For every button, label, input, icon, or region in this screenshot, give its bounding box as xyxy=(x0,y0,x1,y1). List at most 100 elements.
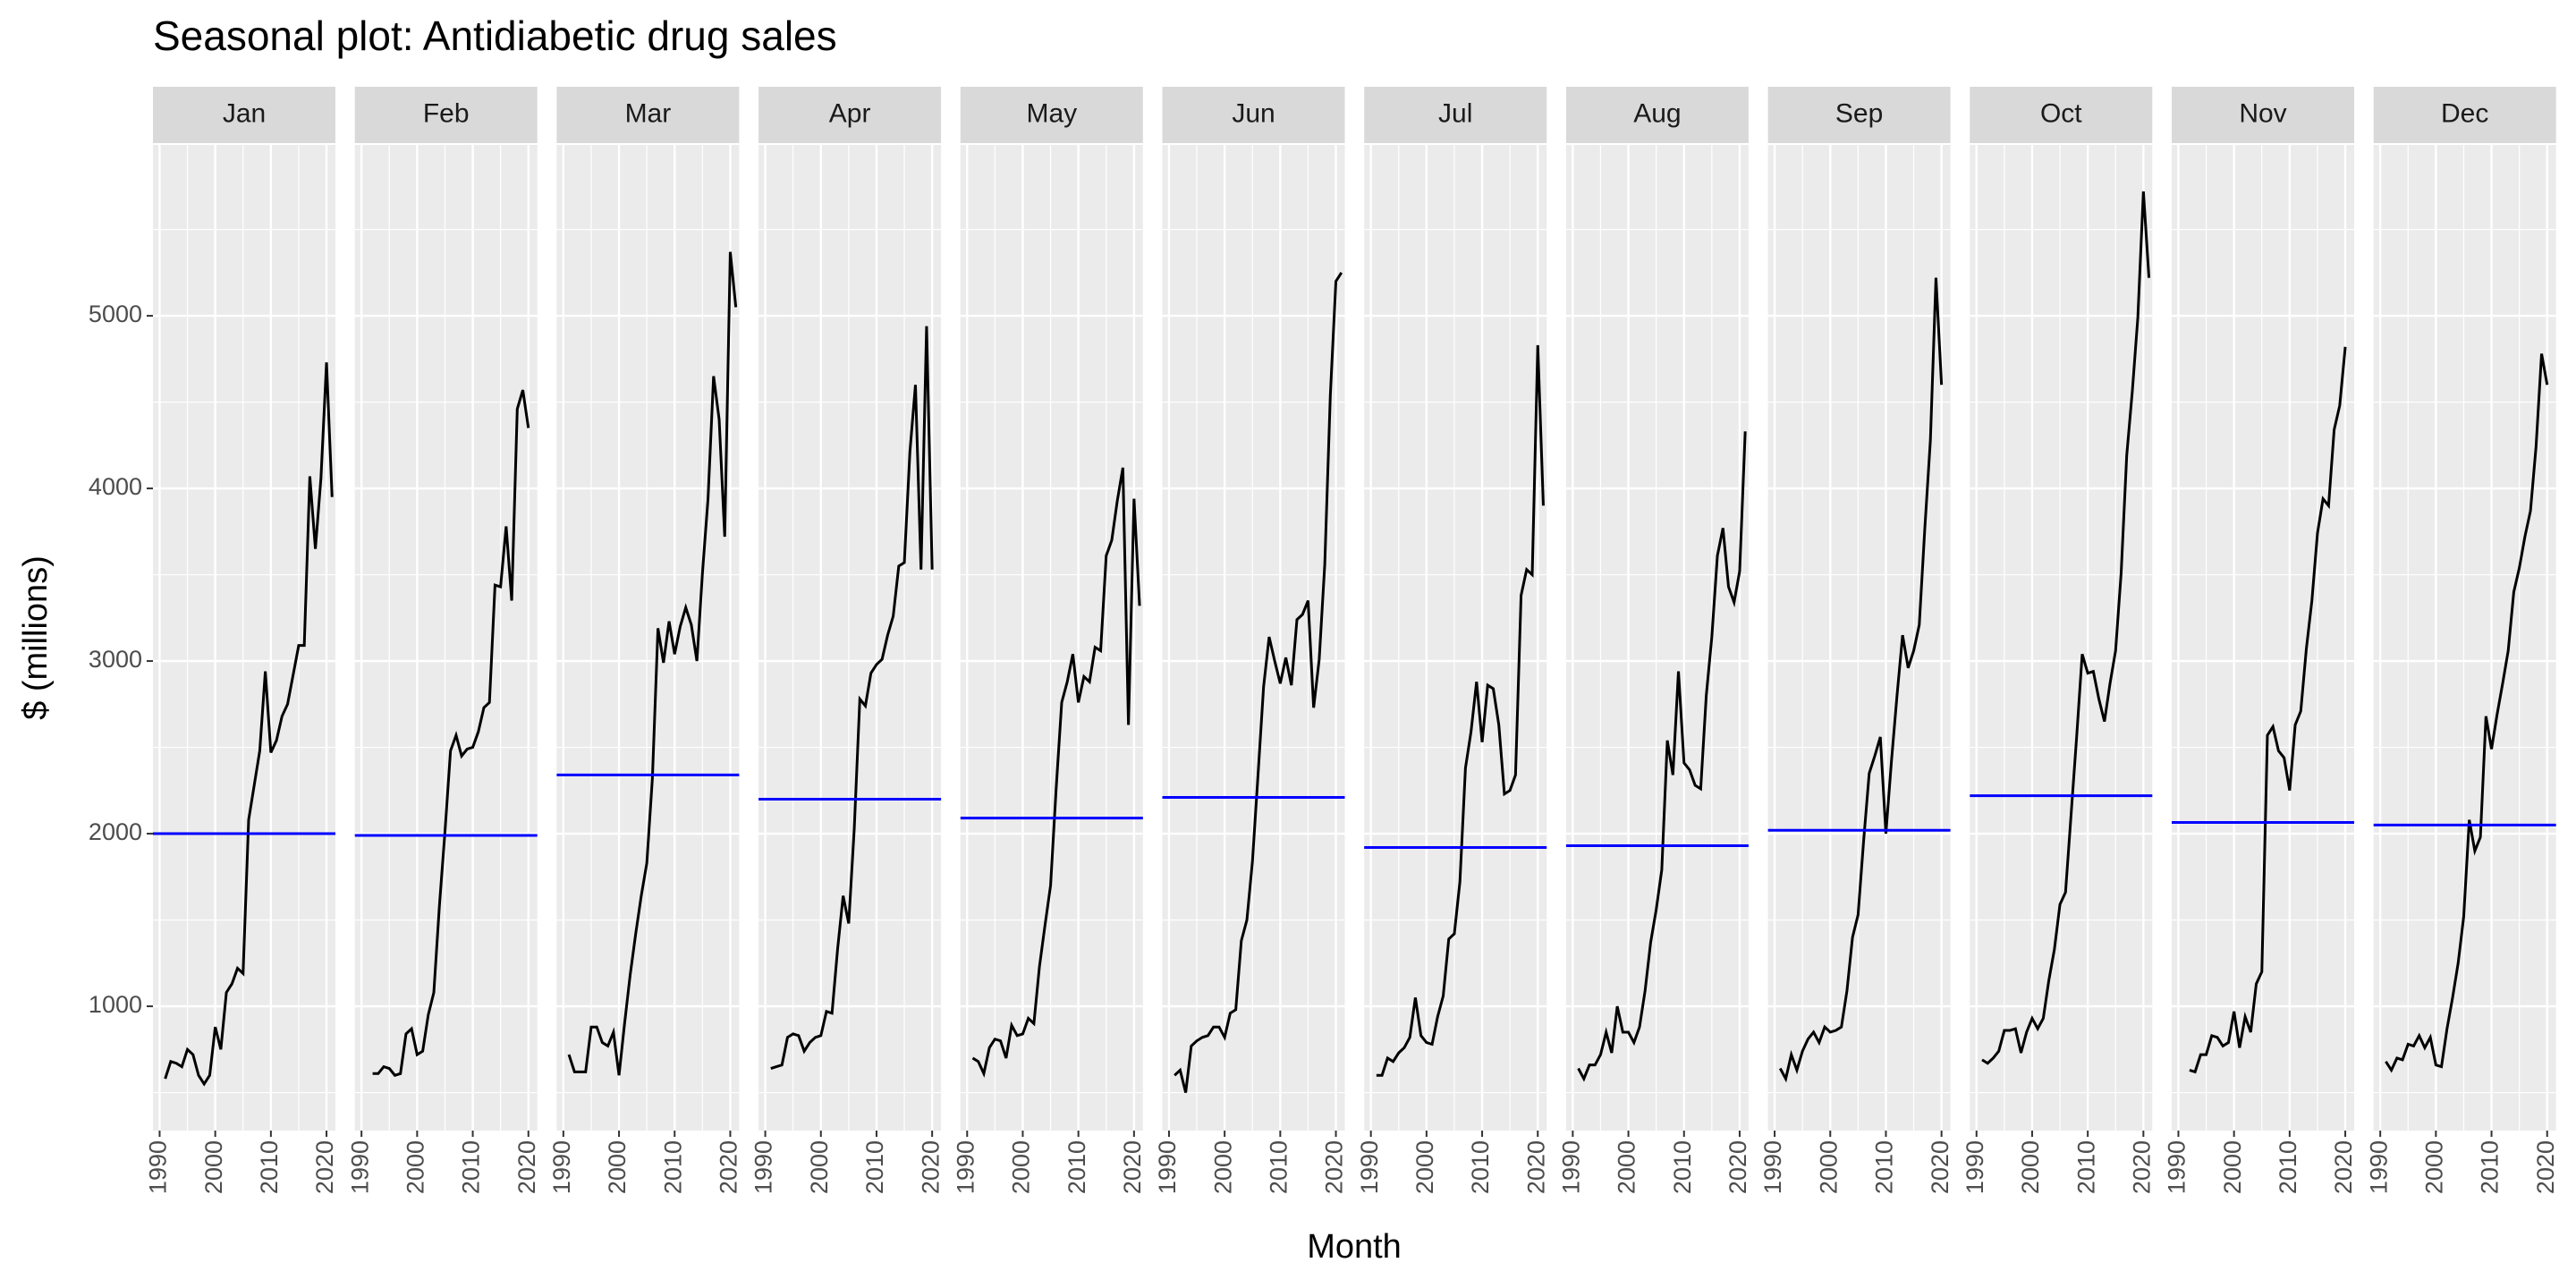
x-tick-label: 2010 xyxy=(1467,1140,1494,1194)
x-tick-label: 1990 xyxy=(145,1140,172,1194)
x-tick-label: 2010 xyxy=(256,1140,283,1194)
x-tick-label: 2000 xyxy=(604,1140,631,1194)
series-line xyxy=(164,362,334,1087)
x-tick-label: 2000 xyxy=(2017,1140,2044,1194)
x-tick-label: 1990 xyxy=(952,1140,979,1194)
panel xyxy=(2373,145,2556,1131)
x-tick-label: 2010 xyxy=(458,1140,485,1194)
series-line xyxy=(1981,191,2151,1065)
x-tick-label: 2020 xyxy=(716,1140,742,1194)
series-line xyxy=(372,389,530,1077)
series-line xyxy=(2385,353,2549,1073)
series-line xyxy=(1577,431,1747,1082)
x-tick-label: 2000 xyxy=(1411,1140,1438,1194)
strip xyxy=(2373,87,2556,143)
strip-label: May xyxy=(1026,98,1077,128)
panel xyxy=(960,145,1143,1131)
x-tick-label: 2020 xyxy=(1522,1140,1549,1194)
strip xyxy=(354,87,538,143)
strip xyxy=(2172,87,2354,143)
x-tick-label: 2000 xyxy=(1815,1140,1842,1194)
x-tick-label: 2020 xyxy=(1321,1140,1348,1194)
x-tick-label: 2020 xyxy=(513,1140,540,1194)
x-tick-label: 2010 xyxy=(659,1140,686,1194)
strip xyxy=(758,87,942,143)
strip xyxy=(1162,87,1345,143)
x-axis-label: Month xyxy=(1307,1228,1402,1266)
panel xyxy=(758,145,942,1131)
panel xyxy=(2172,145,2354,1131)
x-tick-label: 2000 xyxy=(2219,1140,2246,1194)
panel xyxy=(556,145,740,1131)
x-tick-label: 2020 xyxy=(311,1140,338,1194)
series-line xyxy=(1376,344,1545,1077)
x-tick-label: 2010 xyxy=(2477,1140,2504,1194)
series-line xyxy=(971,467,1141,1079)
x-tick-label: 2020 xyxy=(1927,1140,1953,1194)
x-tick-label: 2000 xyxy=(200,1140,227,1194)
panel xyxy=(354,145,538,1131)
strip-label: Jan xyxy=(223,98,266,128)
x-tick-label: 1990 xyxy=(1759,1140,1786,1194)
x-tick-label: 1990 xyxy=(750,1140,777,1194)
strip-label: Aug xyxy=(1633,98,1681,128)
x-tick-label: 2020 xyxy=(2128,1140,2155,1194)
x-tick-label: 2020 xyxy=(2330,1140,2357,1194)
x-tick-label: 2010 xyxy=(861,1140,888,1194)
strip xyxy=(1767,87,1951,143)
x-tick-label: 2000 xyxy=(402,1140,428,1194)
strip-label: Nov xyxy=(2239,98,2286,128)
series-line xyxy=(2189,346,2347,1074)
x-tick-label: 1990 xyxy=(1962,1140,1988,1194)
series-line xyxy=(567,251,738,1076)
x-tick-label: 2010 xyxy=(2275,1140,2301,1194)
y-tick-label: 5000 xyxy=(89,301,142,327)
y-tick-label: 1000 xyxy=(89,991,142,1018)
strip-label: Mar xyxy=(625,98,672,128)
y-tick-label: 4000 xyxy=(89,473,142,500)
x-tick-label: 2000 xyxy=(1614,1140,1640,1194)
x-tick-label: 2010 xyxy=(1669,1140,1696,1194)
strip-label: Oct xyxy=(2040,98,2082,128)
x-tick-label: 2020 xyxy=(917,1140,944,1194)
y-tick-label: 2000 xyxy=(89,818,142,845)
x-tick-label: 2000 xyxy=(1209,1140,1236,1194)
series-line xyxy=(1174,272,1343,1093)
strip xyxy=(1970,87,2153,143)
strip xyxy=(1364,87,1547,143)
strip-label: Apr xyxy=(829,98,871,128)
x-tick-label: 2010 xyxy=(1265,1140,1292,1194)
panel xyxy=(153,145,335,1131)
strip-label: Feb xyxy=(423,98,470,128)
panel xyxy=(1162,145,1345,1131)
strip-label: Jul xyxy=(1438,98,1472,128)
x-tick-label: 1990 xyxy=(2164,1140,2190,1194)
x-tick-label: 2020 xyxy=(1119,1140,1146,1194)
strip xyxy=(556,87,740,143)
panel xyxy=(1565,145,1749,1131)
x-tick-label: 2020 xyxy=(2532,1140,2559,1194)
strip xyxy=(960,87,1143,143)
x-tick-label: 2000 xyxy=(1008,1140,1035,1194)
series-line xyxy=(1778,277,1944,1083)
panel xyxy=(1767,145,1951,1131)
strip xyxy=(1565,87,1749,143)
x-tick-label: 1990 xyxy=(1356,1140,1383,1194)
x-tick-label: 2000 xyxy=(2420,1140,2447,1194)
y-axis-label: $ (millions) xyxy=(17,555,55,720)
strip-label: Dec xyxy=(2441,98,2488,128)
x-tick-label: 1990 xyxy=(1154,1140,1181,1194)
x-tick-label: 1990 xyxy=(1557,1140,1584,1194)
y-tick-label: 3000 xyxy=(89,646,142,673)
x-tick-label: 2020 xyxy=(1724,1140,1751,1194)
x-tick-label: 2010 xyxy=(1063,1140,1090,1194)
x-tick-label: 1990 xyxy=(548,1140,575,1194)
strip-label: Jun xyxy=(1232,98,1275,128)
x-tick-label: 2010 xyxy=(1871,1140,1898,1194)
panel xyxy=(1364,145,1547,1131)
series-line xyxy=(770,326,934,1070)
x-tick-label: 1990 xyxy=(346,1140,373,1194)
x-tick-label: 1990 xyxy=(2365,1140,2392,1194)
x-tick-label: 2000 xyxy=(806,1140,833,1194)
